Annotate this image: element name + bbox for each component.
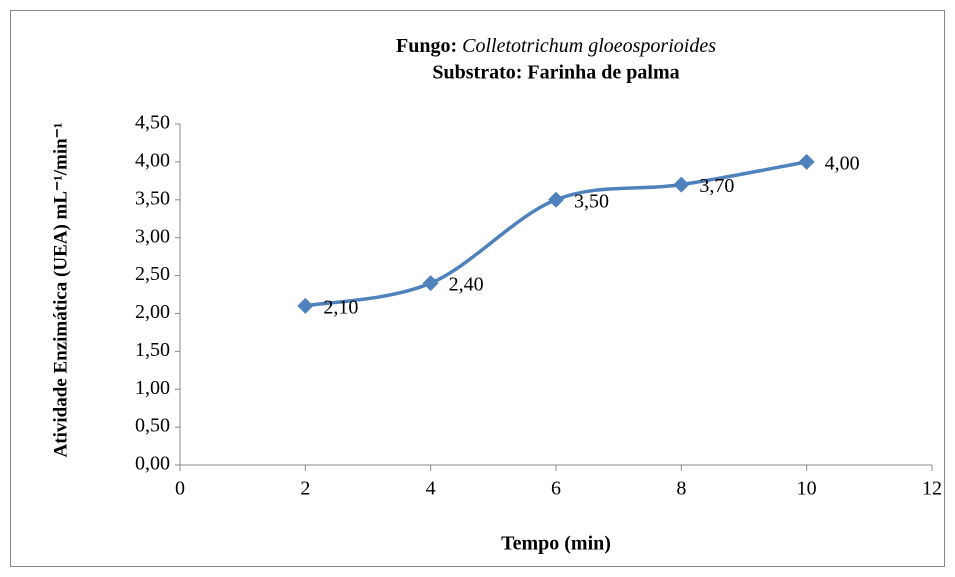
y-tick-label: 0,00 bbox=[135, 453, 170, 475]
data-label: 3,50 bbox=[574, 190, 609, 212]
data-label: 2,10 bbox=[323, 296, 358, 318]
x-tick-label: 2 bbox=[300, 478, 310, 500]
x-tick-label: 8 bbox=[676, 478, 686, 500]
y-tick-label: 1,00 bbox=[135, 377, 170, 399]
y-tick-label: 2,00 bbox=[135, 301, 170, 323]
y-tick-label: 3,00 bbox=[135, 225, 170, 247]
chart-border bbox=[10, 10, 945, 567]
chart-title: Fungo: Colletotrichum gloeosporioides bbox=[396, 35, 716, 57]
x-tick-label: 4 bbox=[426, 478, 436, 500]
y-tick-label: 0,50 bbox=[135, 415, 170, 437]
x-tick-label: 12 bbox=[922, 478, 942, 500]
data-point bbox=[548, 191, 564, 208]
y-axis-title: Atividade Enzimática (UEA) mL⁻¹/min⁻¹ bbox=[50, 123, 71, 458]
data-label: 4,00 bbox=[825, 152, 860, 174]
data-point bbox=[422, 275, 439, 292]
y-tick-label: 1,50 bbox=[135, 339, 170, 361]
y-tick-label: 3,50 bbox=[135, 187, 170, 209]
y-tick-label: 4,00 bbox=[135, 149, 170, 171]
data-point bbox=[798, 153, 815, 170]
data-point bbox=[673, 176, 690, 193]
x-axis-title: Tempo (min) bbox=[501, 533, 611, 555]
x-tick-label: 0 bbox=[175, 478, 185, 500]
y-tick-label: 2,50 bbox=[135, 263, 170, 285]
x-tick-label: 6 bbox=[551, 478, 561, 500]
y-tick-label: 4,50 bbox=[135, 112, 170, 134]
data-label: 2,40 bbox=[449, 274, 484, 296]
data-label: 3,70 bbox=[699, 175, 734, 197]
chart-subtitle: Substrato: Farinha de palma bbox=[432, 62, 679, 84]
data-point bbox=[297, 297, 314, 314]
title-label: Fungo: bbox=[396, 35, 457, 57]
title-species: Colletotrichum gloeosporioides bbox=[462, 35, 716, 57]
x-tick-label: 10 bbox=[797, 478, 817, 500]
